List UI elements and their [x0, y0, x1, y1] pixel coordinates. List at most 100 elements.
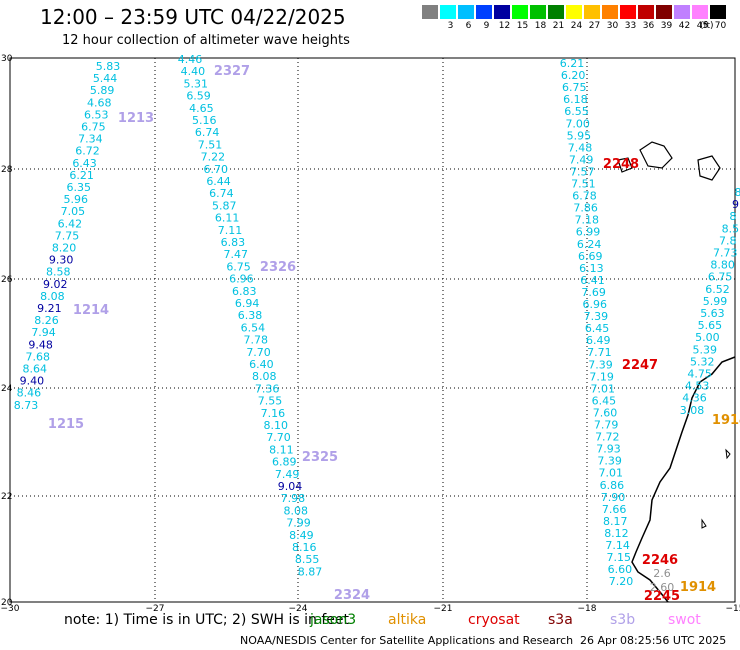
wave-height-value: 5.89 — [90, 84, 115, 97]
wave-height-value: 7.36 — [255, 382, 280, 395]
wave-height-value: 6.86 — [600, 479, 625, 492]
wave-height-value: 7.72 — [595, 431, 620, 444]
wave-height-value: 8.46 — [17, 387, 42, 400]
wave-height-value: 7.16 — [261, 407, 286, 420]
pass-time-label: 1213 — [118, 111, 154, 126]
wave-height-value: 6.83 — [221, 236, 246, 249]
legend-swatch — [602, 5, 619, 19]
wave-height-value: 7.18 — [575, 214, 600, 227]
legend-swatch — [656, 5, 673, 19]
legend-swatch — [440, 5, 457, 19]
pass-time-label: 1214 — [73, 303, 109, 318]
wave-height-value: 7.78 — [243, 334, 268, 347]
wave-height-value: 4.65 — [189, 102, 214, 115]
wave-height-value: 9.21 — [37, 302, 62, 315]
wave-height-value: 7.00 — [565, 117, 590, 130]
wave-height-value: 7.51 — [198, 138, 223, 151]
wave-height-value: 6.69 — [578, 250, 603, 263]
wave-height-value: 7.94 — [31, 326, 56, 339]
wave-height-value: 5.63 — [700, 307, 725, 320]
satellite-legend-item: s3a — [548, 612, 573, 628]
wave-height-value: 7.60 — [593, 406, 618, 419]
pass-time-label: 1914 — [680, 580, 716, 595]
wave-height-value: 3.08 — [680, 404, 705, 417]
legend-label: 24 — [570, 21, 583, 31]
wave-height-value: 7.05 — [61, 205, 86, 218]
wave-height-value: 7.73 — [713, 247, 738, 260]
legend-label: 18 — [534, 21, 547, 31]
wave-height-value: 8.49 — [289, 529, 314, 542]
credit-line: NOAA/NESDIS Center for Satellite Applica… — [240, 634, 574, 647]
lat-tick-label: 22 — [1, 492, 12, 502]
wave-height-value: 9.02 — [43, 278, 68, 291]
wave-height-value: 5.31 — [183, 77, 208, 90]
wave-height-value: 7.49 — [275, 468, 300, 481]
legend-swatch — [458, 5, 475, 19]
wave-height-value: 7.14 — [605, 539, 630, 552]
lon-tick-label: −18 — [578, 604, 597, 614]
lon-tick-label: −30 — [1, 604, 20, 614]
wave-height-value: 6.74 — [209, 187, 234, 200]
island-gran-canaria — [697, 155, 721, 181]
wave-height-value: 7.86 — [573, 202, 598, 215]
legend-label: 9 — [483, 21, 490, 31]
pass-time-label: 2324 — [334, 588, 370, 603]
map-frame — [9, 57, 736, 603]
wave-height-value: 5.32 — [690, 355, 715, 368]
wave-height-value: 6.42 — [58, 217, 83, 230]
pass-time-label: 2325 — [302, 450, 338, 465]
wave-height-value: 6.43 — [72, 157, 97, 170]
wave-height-value: 5.83 — [96, 60, 121, 73]
wave-height-value: 6.49 — [586, 334, 611, 347]
legend-label: 36 — [642, 21, 655, 31]
legend-swatch — [494, 5, 511, 19]
wave-height-value: 8.10 — [263, 419, 288, 432]
wave-height-value: 6.94 — [235, 297, 260, 310]
lat-tick-label: 26 — [1, 275, 13, 285]
legend-label: 3 — [447, 21, 454, 31]
wave-height-value: 7.19 — [589, 370, 614, 383]
wave-height-value: 2.60 — [650, 581, 675, 594]
wave-height-value: 6.78 — [572, 190, 597, 203]
wave-height-value: 7.34 — [78, 133, 103, 146]
wave-height-value: 8.80 — [710, 259, 735, 272]
legend-label: 27 — [588, 21, 601, 31]
wave-height-value: 7.15 — [606, 551, 631, 564]
wave-height-value: 7.93 — [596, 443, 621, 456]
wave-height-value: 2.6 — [653, 567, 671, 580]
wave-height-value: 6.18 — [563, 93, 588, 106]
wave-height-value: 6.11 — [215, 212, 240, 225]
wave-height-value: 6.96 — [229, 273, 254, 286]
wave-height-value: 6.60 — [608, 563, 633, 576]
legend-label: 21 — [552, 21, 565, 31]
wave-height-value: 6.21 — [560, 57, 585, 70]
legend-swatch — [422, 5, 439, 19]
wave-height-value: 7.47 — [223, 248, 248, 261]
legend-swatch — [476, 5, 493, 19]
wave-height-value: 7.66 — [602, 503, 627, 516]
wave-height-value: 8.12 — [604, 527, 629, 540]
pass-time-label: 2327 — [214, 64, 250, 79]
lat-tick-label: 28 — [1, 165, 13, 175]
wave-height-value: 9.30 — [49, 254, 74, 267]
wave-height-value: 5.44 — [93, 72, 118, 85]
wave-height-value: 6.21 — [69, 169, 94, 182]
wave-height-value: 9.48 — [28, 338, 53, 351]
wave-height-value: 5.16 — [192, 114, 217, 127]
wave-height-value: 6.75 — [708, 271, 733, 284]
legend-swatch — [620, 5, 637, 19]
legend-label: 45 — [696, 21, 709, 31]
satellite-legend-item: jason3 — [310, 612, 357, 628]
map-subtitle: 12 hour collection of altimeter wave hei… — [62, 33, 350, 48]
wave-height-value: 6.53 — [84, 108, 109, 121]
wave-height-value: 6.20 — [561, 69, 586, 82]
wave-height-value: 8.87 — [298, 565, 323, 578]
wave-height-value: 8.5 — [722, 222, 740, 235]
legend-label: 15 — [516, 21, 529, 31]
wave-height-value: 8.26 — [34, 314, 59, 327]
wave-height-value: 4.36 — [682, 392, 707, 405]
wave-height-value: 8.58 — [46, 266, 71, 279]
wave-height-value: 7.75 — [55, 229, 80, 242]
legend-label: 12 — [498, 21, 511, 31]
